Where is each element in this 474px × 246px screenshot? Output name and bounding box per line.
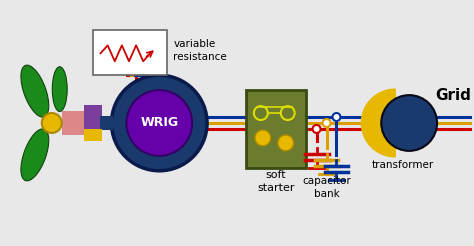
Circle shape [332, 113, 340, 121]
Circle shape [322, 119, 330, 127]
Circle shape [381, 95, 437, 151]
Circle shape [255, 130, 271, 146]
Text: variable
resistance: variable resistance [173, 39, 227, 62]
Bar [92, 31, 167, 75]
Circle shape [127, 90, 192, 156]
Ellipse shape [52, 67, 67, 111]
Bar [83, 129, 101, 141]
Polygon shape [361, 89, 395, 157]
Ellipse shape [21, 65, 49, 117]
Circle shape [111, 75, 207, 171]
Bar [83, 105, 101, 141]
Text: WRIG: WRIG [140, 117, 178, 129]
Circle shape [312, 125, 320, 133]
Bar [62, 111, 88, 135]
Text: transformer: transformer [372, 160, 434, 170]
Ellipse shape [21, 129, 49, 181]
Text: Grid: Grid [435, 88, 471, 103]
Circle shape [278, 135, 294, 151]
Bar [100, 116, 113, 130]
Text: soft
starter: soft starter [257, 170, 294, 193]
Circle shape [42, 113, 62, 133]
Text: capacitor
bank: capacitor bank [302, 176, 351, 199]
Bar [246, 90, 306, 168]
